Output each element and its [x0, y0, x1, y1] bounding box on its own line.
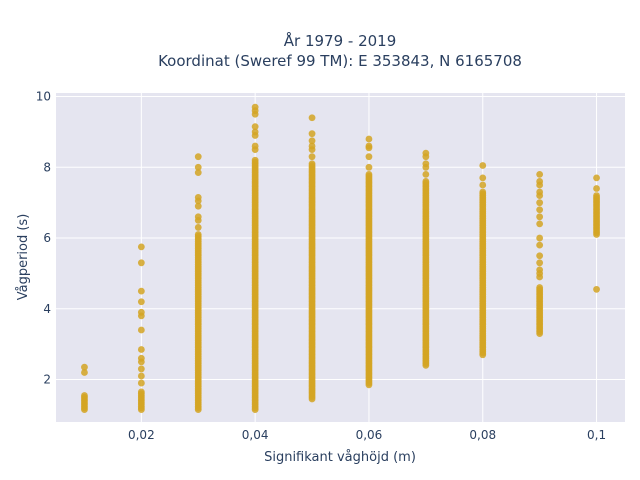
chart-title-line-2: Koordinat (Sweref 99 TM): E 353843, N 61…: [158, 52, 522, 70]
data-points: [81, 103, 600, 414]
data-point: [137, 326, 145, 334]
data-point: [536, 252, 544, 260]
data-point: [251, 156, 259, 164]
data-point: [194, 193, 202, 201]
data-point: [81, 392, 88, 399]
data-point: [194, 202, 202, 210]
data-point: [194, 169, 202, 176]
data-point: [137, 379, 145, 387]
data-point: [194, 163, 202, 171]
data-point: [137, 346, 145, 353]
data-point: [536, 266, 544, 274]
data-point: [536, 206, 544, 214]
data-point: [308, 137, 316, 145]
plot-background: [56, 93, 625, 422]
x-tick-label: 0,1: [587, 428, 606, 442]
data-point: [536, 234, 544, 242]
y-tick-label: 6: [43, 231, 51, 245]
data-point: [308, 142, 316, 150]
data-point: [137, 354, 145, 362]
data-point: [593, 192, 600, 199]
data-point: [137, 372, 145, 380]
data-point: [593, 285, 600, 293]
y-tick-label: 2: [43, 373, 51, 387]
data-point: [536, 188, 544, 196]
data-point: [137, 287, 145, 295]
data-point: [479, 162, 487, 169]
data-point: [81, 369, 88, 376]
x-axis-title: Signifikant våghöjd (m): [264, 450, 416, 465]
data-point: [137, 308, 145, 316]
data-point: [422, 178, 430, 185]
x-tick-label: 0,04: [242, 428, 269, 442]
data-point: [137, 243, 145, 251]
data-point: [479, 174, 487, 182]
data-point: [536, 178, 544, 185]
data-point: [536, 220, 544, 228]
data-point: [365, 153, 373, 161]
data-point: [536, 199, 544, 207]
y-tick-label: 10: [36, 90, 51, 104]
x-tick-label: 0,08: [469, 428, 496, 442]
data-point: [251, 142, 259, 150]
data-point: [365, 163, 373, 171]
chart-title-line-1: År 1979 - 2019: [284, 31, 397, 50]
y-tick-label: 4: [43, 302, 51, 316]
data-point: [479, 188, 487, 196]
data-point: [194, 224, 202, 231]
y-tick-labels: 2 4 6 8 10: [36, 90, 51, 387]
data-point: [251, 103, 259, 111]
data-point: [365, 142, 373, 150]
data-point: [308, 130, 316, 138]
data-point: [365, 135, 373, 143]
data-point: [137, 259, 145, 267]
data-point: [308, 160, 316, 168]
data-point: [194, 153, 202, 161]
x-tick-labels: 0,02 0,04 0,06 0,08 0,1: [128, 428, 606, 442]
data-point: [251, 123, 259, 131]
data-point: [251, 128, 259, 136]
data-point: [365, 170, 373, 178]
data-point: [81, 363, 88, 371]
data-point: [593, 174, 600, 182]
data-point: [137, 365, 145, 373]
data-point: [536, 241, 544, 249]
data-point: [137, 388, 145, 396]
x-tick-label: 0,02: [128, 428, 155, 442]
data-point: [194, 231, 202, 238]
y-axis-title: Vågperiod (s): [16, 214, 31, 301]
data-point: [194, 213, 202, 221]
data-point: [593, 185, 600, 192]
y-tick-label: 8: [43, 160, 51, 174]
data-point: [536, 213, 544, 221]
data-point: [536, 284, 544, 291]
data-point: [137, 298, 145, 306]
data-point: [422, 170, 430, 178]
data-point: [536, 259, 544, 267]
data-point: [479, 181, 487, 189]
x-tick-label: 0,06: [356, 428, 383, 442]
data-point: [422, 160, 430, 168]
data-point: [308, 114, 316, 122]
data-point: [308, 153, 316, 161]
data-point: [422, 149, 430, 157]
data-point: [536, 170, 544, 178]
